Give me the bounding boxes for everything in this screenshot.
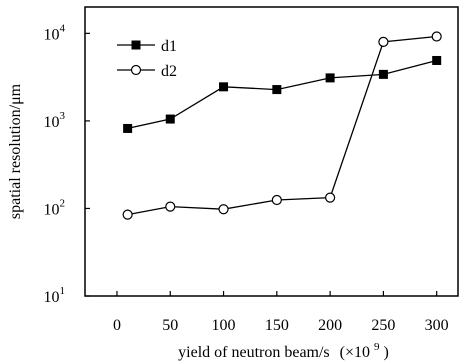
y-axis-ticks: 101 102 103 104 [44,22,90,306]
legend-marker-d2 [130,64,142,76]
y-tick-label: 104 [44,22,66,43]
data-point-d2 [271,194,282,206]
x-axis-label-close: ) [384,344,389,361]
legend-label-d1: d1 [161,38,177,55]
data-point-d1 [432,55,442,65]
data-point-d1 [165,114,175,124]
data-point-d2 [378,36,389,47]
x-axis-label: yield of neutron beam/s (×10 9 ) [178,337,389,361]
data-point-d2 [218,204,229,215]
x-tick-label: 150 [265,317,289,334]
x-axis-label-exponent: 9 [374,341,380,353]
x-tick-label: 50 [162,317,178,334]
x-tick-label: 300 [425,317,449,334]
x-axis-ticks: 0 50 100 150 200 250 300 [113,291,449,334]
x-axis-label-suffix: (×10 [340,344,370,361]
data-point-d1 [325,73,335,83]
data-point-d2 [122,209,133,220]
x-tick-label: 200 [318,317,342,334]
plot-frame [84,6,459,297]
data-point-d2 [431,31,442,42]
y-axis-label: spatial resolution/μm [7,83,24,219]
x-axis-label-main: yield of neutron beam/s [178,344,330,361]
data-point-d2 [165,201,176,212]
data-point-d1 [219,82,229,92]
x-tick-label: 100 [212,317,236,334]
x-tick-label: 0 [113,317,121,334]
legend-label-d2: d2 [161,63,177,80]
y-tick-label: 102 [44,197,66,218]
series-layer [122,31,442,220]
legend-marker-d1 [131,40,141,50]
y-tick-label: 103 [44,110,66,131]
y-tick-label: 101 [44,285,66,306]
data-point-d1 [123,123,133,133]
data-point-d1 [378,69,388,79]
data-point-d2 [325,192,336,203]
data-point-d1 [272,85,282,95]
x-tick-label: 250 [371,317,395,334]
